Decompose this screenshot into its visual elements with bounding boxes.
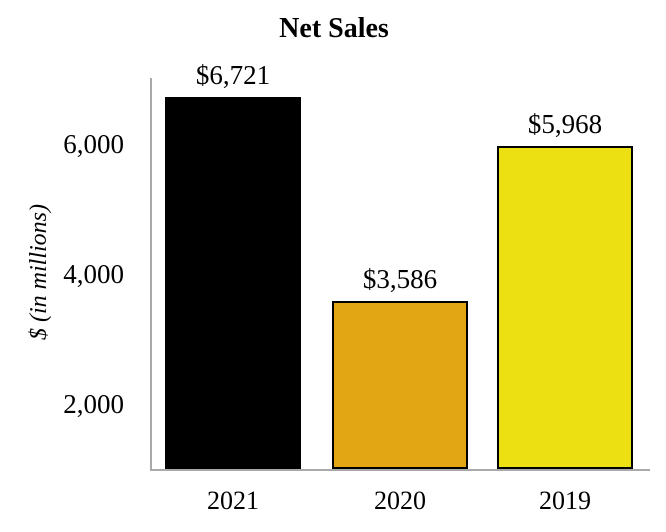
- bar-2019: [497, 146, 633, 469]
- bar-value-label-2019: $5,968: [527, 109, 603, 139]
- bar-2020: [332, 301, 468, 469]
- x-axis-line: [150, 469, 650, 471]
- bar-value-label-2021: $6,721: [195, 60, 271, 90]
- y-tick-label-4000: 4,000: [63, 259, 124, 289]
- y-tick-label-2000: 2,000: [63, 389, 124, 419]
- x-category-label-2020: 2020: [374, 486, 426, 515]
- x-category-label-2019: 2019: [539, 486, 591, 515]
- x-category-label-2021: 2021: [207, 486, 259, 515]
- chart-title: Net Sales: [279, 13, 389, 44]
- bar-2021: [165, 97, 301, 469]
- y-tick-label-6000: 6,000: [63, 129, 124, 159]
- bar-value-label-2020: $3,586: [362, 264, 438, 294]
- y-axis-line: [150, 78, 152, 469]
